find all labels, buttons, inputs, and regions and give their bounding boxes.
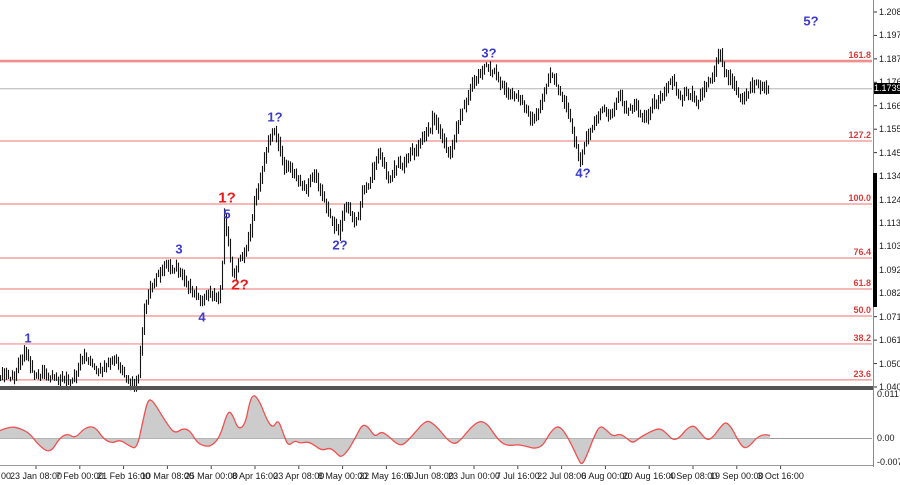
date-label: 10 Mar 08:00: [140, 471, 194, 481]
fib-level-label: 23.6: [853, 368, 871, 379]
wave-label-red: 1?: [218, 189, 236, 207]
price-axis-label: 1.1663: [879, 100, 900, 111]
indicator-scale-min: -0.00759: [877, 457, 900, 467]
wave-label-blue: 4: [198, 309, 206, 325]
date-label: 23 Jun 00:00: [447, 471, 501, 481]
candlestick-bars: [0, 48, 770, 392]
wave-label-blue: 1: [24, 330, 32, 346]
oscillator-area: [0, 395, 770, 464]
price-axis-label: 1.1243: [879, 194, 900, 205]
fib-level-label: 76.4: [853, 246, 871, 257]
wave-label-blue: 2?: [332, 237, 348, 253]
price-axis-label: 1.0718: [879, 311, 900, 322]
price-axis-label: 1.0613: [879, 335, 900, 346]
date-label: 7 Feb 00:00: [55, 471, 104, 481]
wave-label-blue: 3?: [481, 45, 497, 61]
price-axis-label: 1.1033: [879, 241, 900, 252]
price-axis-label: 1.0823: [879, 288, 900, 299]
fib-level-label: 61.8: [853, 278, 871, 288]
date-label: 21 Feb 16:00: [97, 471, 151, 481]
price-axis-label: 1.1768: [879, 77, 900, 87]
fib-level-label: 100.0: [848, 192, 871, 203]
time-axis-border: [0, 465, 873, 466]
fib-level-label: 161.8: [848, 50, 871, 61]
price-axis-label: 1.0508: [879, 358, 900, 369]
date-label: 25 Mar 00:00: [184, 471, 238, 481]
wave-label-blue: 5: [223, 206, 231, 222]
fib-level-label: 50.0: [853, 305, 871, 316]
price-axis-label: 1.1453: [879, 147, 900, 158]
date-label: 20 Aug 16:00: [622, 471, 676, 481]
oscillator-line: [0, 395, 771, 465]
date-label: 23 Jan 08:00: [9, 471, 63, 481]
price-axis-label: 1.1978: [879, 30, 900, 41]
indicator-scale-max: 0.01174: [877, 389, 900, 399]
date-label: 7 Jul 16:00: [495, 471, 540, 481]
price-axis-label: 1.0928: [879, 264, 900, 275]
price-axis-label: 1.2083: [879, 7, 900, 17]
date-label: 6 Jun 08:00: [406, 471, 454, 481]
fib-level-label: 38.2: [853, 332, 871, 343]
date-label: 22 May 16:00: [359, 471, 414, 481]
wave-label-blue: 1?: [267, 109, 283, 125]
date-label: 22 Jul 08:00: [537, 471, 587, 481]
date-label: 23 Apr 08:00: [273, 471, 325, 481]
indicator-scale-zero: 0.00: [877, 433, 895, 443]
fib-level-label: 127.2: [848, 130, 871, 141]
price-axis-label: 1.0403: [879, 382, 900, 392]
date-label: 8 Apr 16:00: [231, 471, 279, 481]
price-axis-label: 1.1558: [879, 124, 900, 135]
wave-label-blue: 4?: [575, 165, 591, 181]
wave-label-blue: 3: [175, 241, 183, 257]
price-axis-label: 1.1348: [879, 171, 900, 182]
window-separator[interactable]: [0, 386, 873, 390]
price-axis-label: 1.1138: [879, 217, 900, 228]
date-label: 4 Sep 08:00: [668, 471, 718, 481]
fib-anchor-bar: [873, 173, 877, 307]
date-label: 8 May 00:00: [317, 471, 368, 481]
date-label: 3 Oct 16:00: [757, 471, 804, 481]
date-label: 19 Sep 00:00: [710, 471, 764, 481]
price-axis-label: 1.1873: [879, 53, 900, 64]
wave-label-red: 2?: [231, 276, 249, 294]
date-label: 6 Aug 00:00: [581, 471, 630, 481]
current-price-badge: 1.1739: [874, 83, 900, 94]
wave-label-blue: 5?: [803, 13, 819, 29]
date-label-partial: 00: [1, 471, 12, 481]
